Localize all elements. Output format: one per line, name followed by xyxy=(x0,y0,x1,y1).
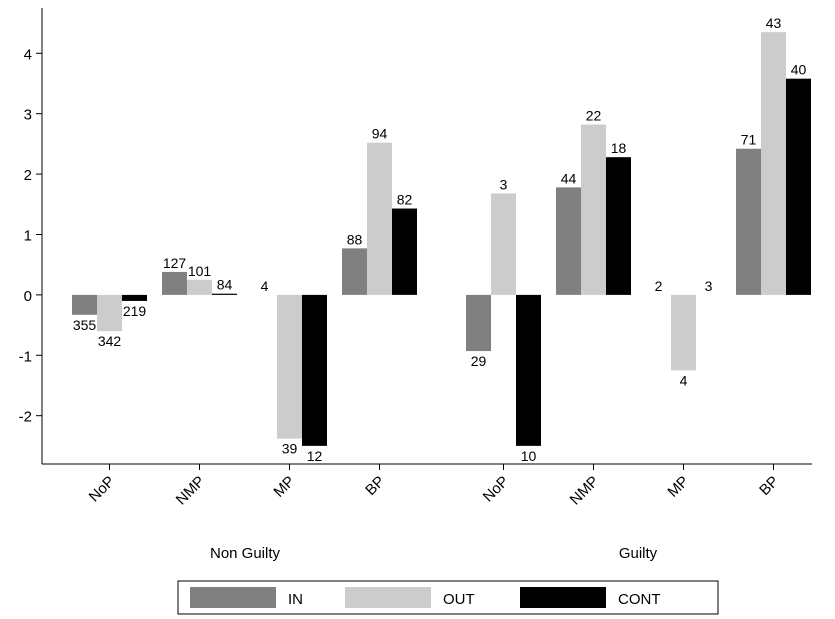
bar xyxy=(786,78,811,295)
value-label: 3 xyxy=(500,176,508,192)
value-label: 4 xyxy=(261,278,269,294)
legend-box xyxy=(177,580,719,615)
bar xyxy=(162,271,187,295)
bar xyxy=(122,294,147,301)
bar xyxy=(606,157,631,295)
bar xyxy=(736,148,761,295)
bar xyxy=(277,294,302,439)
value-label: 71 xyxy=(741,132,757,148)
y-tick-label: -2 xyxy=(19,409,32,426)
value-label: 342 xyxy=(98,333,122,349)
bar xyxy=(302,294,327,446)
value-label: 43 xyxy=(766,15,782,31)
value-label: 22 xyxy=(586,108,602,124)
bar xyxy=(491,193,516,295)
bar xyxy=(761,32,786,295)
legend-swatch xyxy=(520,587,606,608)
value-label: 94 xyxy=(372,126,388,142)
x-tick-label: NoP xyxy=(480,473,513,506)
legend-label: CONT xyxy=(618,591,661,608)
bar xyxy=(516,294,541,446)
value-label: 39 xyxy=(282,441,298,457)
x-tick-label: NMP xyxy=(567,473,603,509)
bar xyxy=(367,142,392,295)
value-label: 4 xyxy=(680,372,688,388)
y-tick-label: 4 xyxy=(24,46,32,63)
bar xyxy=(97,294,122,332)
value-label: 29 xyxy=(471,353,487,369)
value-label: 18 xyxy=(611,140,627,156)
bar xyxy=(581,124,606,295)
y-tick-label: 3 xyxy=(24,107,32,124)
value-label: 40 xyxy=(791,62,807,78)
bar xyxy=(466,294,491,352)
x-tick-label: MP xyxy=(664,473,692,501)
y-tick-label: 1 xyxy=(24,227,32,244)
y-tick-label: 2 xyxy=(24,167,32,184)
bar xyxy=(212,293,237,295)
y-tick-label: 0 xyxy=(24,288,32,305)
value-label: 219 xyxy=(123,303,147,319)
legend-swatch xyxy=(345,587,431,608)
bar xyxy=(342,248,367,295)
value-label: 10 xyxy=(521,448,537,464)
legend-swatch xyxy=(190,587,276,608)
legend-label: IN xyxy=(288,591,303,608)
bar xyxy=(556,187,581,295)
bar xyxy=(187,279,212,295)
group-label: Non Guilty xyxy=(210,545,281,562)
bar xyxy=(671,294,696,371)
value-label: 101 xyxy=(188,263,212,279)
value-label: 44 xyxy=(561,170,577,186)
x-tick-label: NMP xyxy=(173,473,209,509)
y-tick-label: -1 xyxy=(19,348,32,365)
value-label: 84 xyxy=(217,277,233,293)
group-label: Guilty xyxy=(619,545,658,562)
value-label: 82 xyxy=(397,192,413,208)
bar xyxy=(392,208,417,295)
value-label: 127 xyxy=(163,255,187,271)
value-label: 12 xyxy=(307,448,323,464)
value-label: 88 xyxy=(347,231,363,247)
bar xyxy=(72,294,97,315)
x-tick-label: BP xyxy=(362,473,388,499)
x-tick-label: BP xyxy=(756,473,782,499)
x-tick-label: NoP xyxy=(86,473,119,506)
value-label: 2 xyxy=(655,278,663,294)
value-label: 3 xyxy=(705,278,713,294)
x-tick-label: MP xyxy=(270,473,298,501)
legend-label: OUT xyxy=(443,591,475,608)
value-label: 355 xyxy=(73,317,97,333)
